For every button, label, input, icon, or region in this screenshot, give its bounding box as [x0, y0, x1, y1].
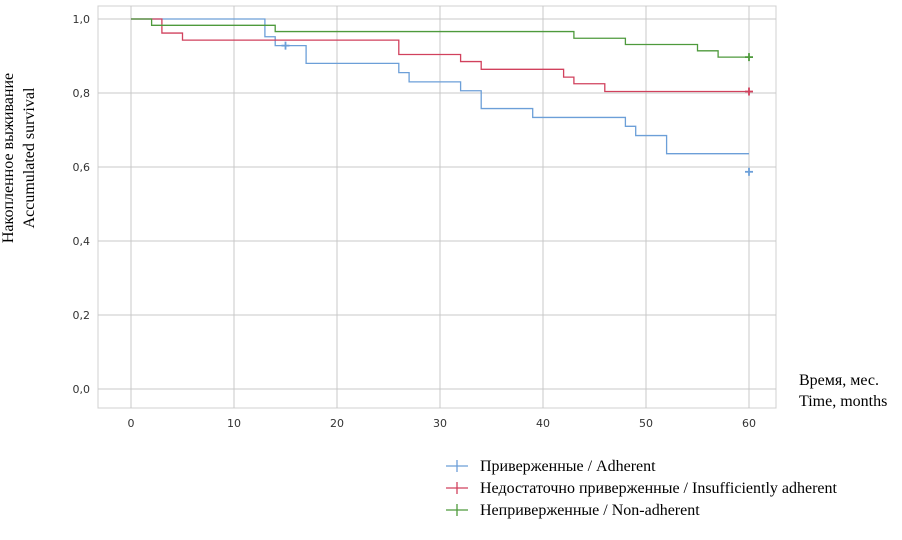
survival-curve-2 [131, 18, 749, 93]
x-tick-label: 60 [742, 417, 756, 430]
censor-mark [745, 87, 753, 96]
y-axis-title-line-2: Accumulated survival [21, 87, 38, 228]
censor-mark [281, 41, 290, 50]
censor-mark [745, 53, 753, 62]
legend-label: Приверженные / Adherent [480, 458, 656, 475]
legend: Приверженные / Adherent Недостаточно прив… [446, 458, 838, 519]
legend-label: Неприверженные / Non-adherent [480, 502, 700, 519]
censor-mark [745, 167, 753, 176]
y-tick-label: 0,4 [73, 235, 91, 248]
x-axis-title-line-2: Time, months [799, 393, 887, 410]
y-tick-label: 1,0 [73, 13, 91, 26]
survival-curve-1 [131, 18, 749, 155]
legend-item: Неприверженные / Non-adherent [446, 502, 700, 519]
x-tick-label: 40 [536, 417, 550, 430]
y-tick-label: 0,0 [73, 383, 91, 396]
y-tick-label: 0,2 [73, 309, 91, 322]
x-tick-label: 30 [433, 417, 447, 430]
x-tick-labels: 0 10 20 30 40 50 60 [128, 417, 757, 430]
survival-curves [131, 18, 753, 176]
plot-area [97, 5, 777, 409]
y-tick-label: 0,8 [73, 87, 91, 100]
x-gridlines [130, 6, 750, 408]
legend-item: Приверженные / Adherent [446, 458, 656, 475]
y-tick-labels: 0,0 0,2 0,4 0,6 0,8 1,0 [73, 13, 91, 396]
x-axis-title-line-1: Время, мес. [799, 372, 879, 389]
x-tick-label: 0 [128, 417, 135, 430]
x-tick-label: 20 [330, 417, 344, 430]
legend-item: Недостаточно приверженные / Insufficient… [446, 480, 838, 497]
y-axis-title-line-1: Накопленное выживание [0, 73, 17, 243]
x-tick-label: 50 [639, 417, 653, 430]
legend-label: Недостаточно приверженные / Insufficient… [480, 480, 838, 497]
x-tick-label: 10 [227, 417, 241, 430]
y-tick-label: 0,6 [73, 161, 91, 174]
survival-curve-3 [131, 18, 749, 58]
